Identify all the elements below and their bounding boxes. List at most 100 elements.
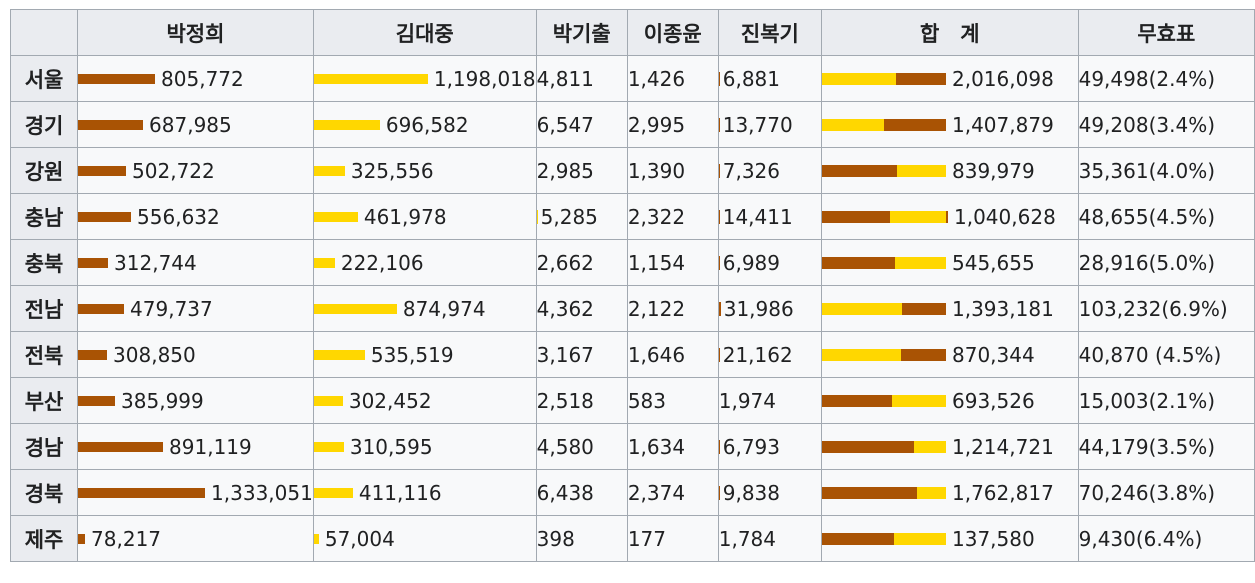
- invalid-votes-cell: 28,916(5.0%): [1077, 239, 1255, 286]
- total-votes-cell: 1,393,181: [821, 285, 1079, 332]
- jbk-votes-cell: 21,162: [717, 331, 823, 378]
- kim-votes-cell: 310,595: [312, 423, 537, 470]
- kim-votes-wrap: 325,556: [313, 148, 536, 193]
- total-split-bar: [822, 210, 948, 223]
- total-split-park-segment: [822, 256, 895, 269]
- jbk-votes-wrap: 6,989: [718, 240, 821, 285]
- jbk-votes-tick: [718, 301, 721, 316]
- total-votes-cell: 693,526: [821, 377, 1079, 424]
- total-split-park-segment: [822, 486, 917, 499]
- jbk-votes-cell: 1,974: [717, 377, 823, 424]
- total-votes-wrap: 1,214,721: [822, 424, 1078, 469]
- header-row: 박정희 김대중 박기출 이종윤 진복기 합 계 무효표: [9, 9, 1255, 56]
- header-ljy: 이종윤: [626, 9, 719, 56]
- kim-votes-cell: 535,519: [312, 331, 537, 378]
- park-votes-bar: [78, 349, 108, 360]
- park-votes-wrap: 687,985: [78, 102, 313, 147]
- park-votes-value: 78,217: [91, 526, 162, 551]
- total-votes-wrap: 1,407,879: [822, 102, 1078, 147]
- park-votes-cell: 479,737: [77, 285, 314, 332]
- total-votes-value: 1,407,879: [952, 112, 1054, 137]
- park-votes-cell: 891,119: [77, 423, 314, 470]
- kim-votes-value: 325,556: [350, 158, 434, 183]
- total-split-park-segment: [822, 164, 897, 177]
- pkc-votes-wrap: 6,547: [537, 102, 627, 147]
- corner-cell: [9, 9, 79, 56]
- total-split-bar: [822, 256, 946, 269]
- total-votes-wrap: 870,344: [822, 332, 1078, 377]
- pkc-votes-value: 4,811: [536, 66, 594, 91]
- total-split-bar: [822, 486, 946, 499]
- kim-votes-cell: 1,198,018: [312, 55, 537, 102]
- park-votes-bar: [78, 487, 206, 498]
- jbk-votes-wrap: 6,881: [718, 56, 821, 101]
- pkc-votes-cell: 5,285: [535, 193, 628, 240]
- park-votes-wrap: 1,333,051: [78, 470, 313, 515]
- total-votes-wrap: 137,580: [822, 516, 1078, 561]
- kim-votes-wrap: 411,116: [313, 470, 536, 515]
- region-label: 충남: [9, 193, 79, 240]
- jbk-votes-value: 13,770: [722, 112, 793, 137]
- park-votes-wrap: 891,119: [78, 424, 313, 469]
- kim-votes-cell: 696,582: [312, 101, 537, 148]
- kim-votes-value: 310,595: [349, 434, 433, 459]
- jbk-votes-tick: [718, 439, 720, 454]
- total-split-bar: [822, 164, 946, 177]
- park-votes-cell: 556,632: [77, 193, 314, 240]
- pkc-votes-cell: 2,662: [535, 239, 628, 286]
- invalid-votes-cell: 48,655(4.5%): [1077, 193, 1255, 240]
- table-row: 서울 805,772 1,198,018 4,811 1,426 6,881 2,016,0…: [9, 55, 1255, 102]
- kim-votes-value: 696,582: [385, 112, 469, 137]
- total-votes-value: 1,040,628: [954, 204, 1056, 229]
- jbk-votes-tick: [718, 163, 720, 178]
- kim-votes-wrap: 310,595: [313, 424, 536, 469]
- total-split-park-segment: [884, 118, 946, 131]
- park-votes-bar: [78, 395, 116, 406]
- jbk-votes-value: 7,326: [722, 158, 780, 183]
- pkc-votes-value: 2,985: [536, 158, 594, 183]
- park-votes-value: 1,333,051: [211, 480, 313, 505]
- pkc-votes-wrap: 4,362: [537, 286, 627, 331]
- table-row: 충북 312,744 222,106 2,662 1,154 6,989 545,655 28…: [9, 239, 1255, 286]
- kim-votes-bar: [313, 211, 358, 222]
- park-votes-wrap: 502,722: [78, 148, 313, 193]
- kim-votes-bar: [313, 441, 344, 452]
- ljy-votes-cell: 2,122: [626, 285, 719, 332]
- kim-votes-cell: 461,978: [312, 193, 537, 240]
- table-row: 충남 556,632 461,978 5,285 2,322 14,411 1,040,62…: [9, 193, 1255, 240]
- jbk-votes-tick: [718, 255, 720, 270]
- jbk-votes-wrap: 13,770: [718, 102, 821, 147]
- pkc-votes-cell: 2,518: [535, 377, 628, 424]
- park-votes-value: 308,850: [113, 342, 196, 367]
- kim-votes-cell: 302,452: [312, 377, 537, 424]
- pkc-votes-cell: 398: [535, 515, 628, 562]
- ljy-votes-cell: 1,154: [626, 239, 719, 286]
- total-split-bar: [822, 72, 946, 85]
- kim-votes-bar: [313, 165, 345, 176]
- kim-votes-bar: [313, 119, 380, 130]
- kim-votes-wrap: 1,198,018: [313, 56, 536, 101]
- ljy-votes-cell: 1,646: [626, 331, 719, 378]
- region-label: 경북: [9, 469, 79, 516]
- total-split-kim-segment: [822, 72, 896, 85]
- region-label: 전북: [9, 331, 79, 378]
- jbk-votes-cell: 1,784: [717, 515, 823, 562]
- kim-votes-cell: 411,116: [312, 469, 537, 516]
- park-votes-value: 385,999: [121, 388, 204, 413]
- total-votes-wrap: 2,016,098: [822, 56, 1078, 101]
- pkc-votes-wrap: 2,662: [537, 240, 627, 285]
- kim-votes-wrap: 874,974: [313, 286, 536, 331]
- jbk-votes-wrap: 14,411: [718, 194, 821, 239]
- region-label: 제주: [9, 515, 79, 562]
- total-votes-value: 137,580: [952, 526, 1035, 551]
- header-pkc: 박기출: [535, 9, 628, 56]
- header-park: 박정희: [77, 9, 314, 56]
- table-row: 전북 308,850 535,519 3,167 1,646 21,162 870,344 4…: [9, 331, 1255, 378]
- header-total: 합 계: [821, 9, 1079, 56]
- park-votes-wrap: 556,632: [78, 194, 313, 239]
- park-votes-wrap: 805,772: [78, 56, 313, 101]
- region-label: 경기: [9, 101, 79, 148]
- pkc-votes-value: 5,285: [540, 204, 598, 229]
- park-votes-bar: [78, 441, 164, 452]
- pkc-votes-value: 398: [536, 526, 575, 551]
